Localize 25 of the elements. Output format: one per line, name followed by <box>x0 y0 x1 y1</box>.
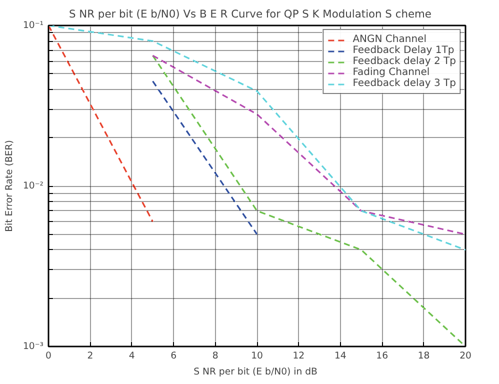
legend-label: Feedback delay 2 Tp <box>352 56 456 67</box>
x-tick-label: 18 <box>418 350 430 362</box>
line-series <box>152 54 466 236</box>
x-tick-label: 12 <box>292 350 305 362</box>
chart-title: S NR per bit (E b/N0) Vs B E R Curve for QP S K Modulation S cheme <box>69 8 432 20</box>
x-tick-label: 8 <box>212 350 218 362</box>
legend-label: Fading Channel <box>352 67 430 78</box>
y-tick-label: 10⁻² <box>22 180 44 192</box>
x-tick-label: 0 <box>46 350 52 362</box>
x-tick-label: 20 <box>460 350 472 362</box>
x-tick-label: 14 <box>334 350 346 362</box>
line-series <box>152 54 466 346</box>
legend-label: Feedback delay 3 Tp <box>352 78 456 89</box>
x-tick-label: 10 <box>251 350 263 362</box>
y-axis-title: Bit Error Rate (BER) <box>4 140 15 232</box>
line-series <box>48 26 466 251</box>
legend-label: Feedback Delay 1Tp <box>352 45 454 56</box>
x-tick-label: 4 <box>128 350 135 362</box>
legend-label: ANGN Channel <box>352 34 426 45</box>
x-tick-label: 6 <box>170 350 177 362</box>
y-tick-label: 10⁻³ <box>22 341 44 352</box>
x-tick-label: 2 <box>87 350 94 362</box>
y-tick-label: 10⁻¹ <box>22 20 44 31</box>
x-tick-label: 16 <box>376 350 388 362</box>
x-axis-title: S NR per bit (E b/N0) in dB <box>194 366 318 378</box>
